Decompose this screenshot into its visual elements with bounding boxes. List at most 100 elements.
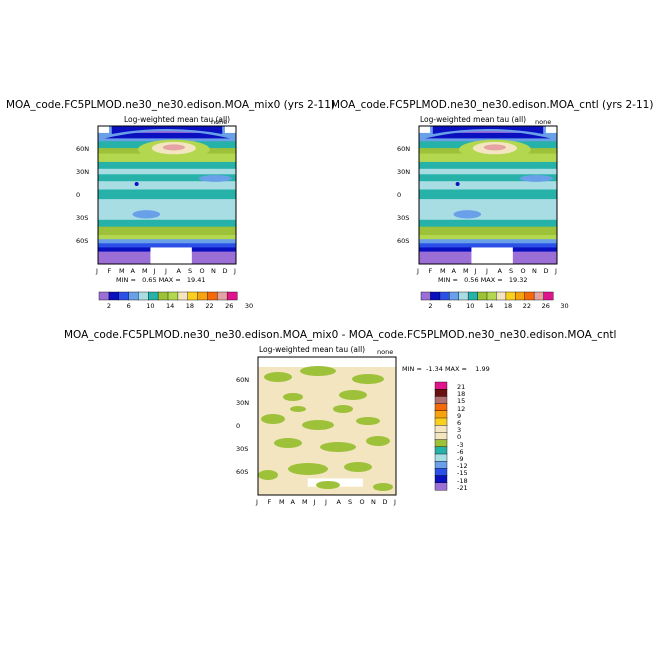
colorbar-swatch-9 [505, 291, 516, 301]
panel-mix0-plot [97, 125, 237, 265]
colorbar-swatch-13 [434, 475, 448, 484]
y-tick-label-60N: 60N [76, 145, 90, 153]
x-tick-label-10: N [371, 498, 376, 506]
colorbar-swatch-3 [449, 291, 460, 301]
contour-band-14 [419, 226, 557, 236]
nh-maximum-core [483, 144, 506, 151]
contour-band-8 [419, 174, 557, 182]
x-tick-label-6: J [325, 498, 327, 506]
y-tick-label-30N: 30N [76, 168, 90, 176]
colorbar-swatch-9 [434, 446, 448, 455]
positive-diff-region-14 [316, 481, 340, 489]
y-tick-label-30S: 30S [397, 214, 410, 222]
colorbar-swatch-8 [177, 291, 189, 301]
panel-diff-units: none [377, 348, 394, 356]
y-tick-label-60N: 60N [236, 376, 250, 384]
contour-band-12 [419, 208, 557, 221]
positive-diff-region-11 [288, 463, 328, 475]
x-tick-label-7: A [176, 267, 181, 275]
positive-diff-region-4 [339, 390, 367, 400]
colorbar-swatch-1 [434, 388, 448, 397]
colorbar-swatch-4 [434, 410, 448, 419]
x-tick-label-5: J [474, 267, 477, 275]
positive-diff-region-6 [302, 420, 334, 430]
positive-diff-region-7 [356, 417, 380, 425]
x-tick-label-3: A [290, 498, 295, 506]
colorbar-label-18: 18 [185, 302, 194, 310]
x-tick-label-8: S [509, 267, 514, 275]
panel-diff-title: MOA_code.FC5PLMOD.ne30_ne30.edison.MOA_m… [64, 329, 617, 341]
colorbar-label-11: -12 [457, 462, 468, 471]
nh-maximum-core [162, 144, 185, 151]
contour-band-10 [419, 189, 557, 200]
x-tick-label-11: D [543, 267, 549, 275]
plot-frame [257, 356, 397, 496]
contour-band-7 [98, 168, 236, 175]
y-tick-label-60S: 60S [397, 237, 410, 245]
point-minimum [134, 181, 139, 186]
colorbar-label-14: -21 [457, 483, 468, 492]
x-tick-label-9: O [359, 498, 365, 506]
colorbar-swatch-10 [434, 453, 448, 462]
contour-band-17 [98, 243, 236, 248]
colorbar-label-2: 15 [457, 397, 466, 406]
contour-band-1 [419, 132, 557, 139]
x-tick-label-2: M [119, 267, 125, 275]
colorbar-swatch-2 [439, 291, 450, 301]
x-tick-label-7: A [497, 267, 502, 275]
x-tick-label-12: J [234, 267, 236, 275]
colorbar-swatch-6 [434, 425, 448, 433]
colorbar-swatch-4 [458, 291, 469, 301]
colorbar-swatch-2 [434, 396, 448, 405]
colorbar-label-1: 18 [457, 390, 466, 399]
missing-corner-right [545, 126, 557, 133]
y-tick-label-0: 0 [76, 191, 81, 199]
colorbar-label-10: 10 [466, 302, 475, 310]
contour-band-12 [98, 208, 236, 221]
x-tick-label-1: F [428, 267, 433, 275]
colorbar-swatch-14 [434, 482, 448, 491]
x-tick-label-0: J [256, 498, 258, 506]
x-tick-label-0: J [96, 267, 98, 275]
panel-cntl-plot [418, 125, 558, 265]
contour-band-16 [419, 239, 557, 244]
colorbar-label-30: 30 [244, 302, 254, 310]
panel-cntl-min-value: 0.56 [464, 276, 479, 284]
x-tick-label-1: F [267, 498, 272, 506]
antarctic-region-east [515, 254, 557, 264]
positive-diff-region-15 [373, 483, 393, 491]
colorbar-swatch-6 [157, 291, 169, 301]
panel-diff-stats: MIN = -1.34 MAX = 1.99 [402, 365, 490, 373]
colorbar-swatch-8 [434, 439, 448, 448]
y-tick-label-60S: 60S [76, 237, 89, 245]
positive-diff-region-16 [290, 406, 306, 412]
x-tick-label-4: M [142, 267, 148, 275]
colorbar-label-4: 9 [457, 411, 462, 420]
colorbar-label-6: 6 [447, 302, 452, 310]
y-tick-label-30N: 30N [397, 168, 411, 176]
contour-band-11 [419, 199, 557, 210]
colorbar-swatch-11 [207, 291, 218, 301]
positive-diff-region-2 [352, 374, 384, 384]
antarctic-missing [471, 247, 513, 264]
panel-cntl-max-value: 19.32 [508, 276, 528, 284]
colorbar-swatch-2 [118, 291, 130, 301]
colorbar-label-14: 14 [166, 302, 175, 310]
antarctic-region-west [98, 254, 148, 264]
colorbar-swatch-1 [430, 291, 441, 301]
x-tick-label-5: J [313, 498, 316, 506]
panel-cntl-subtitle: Log-weighted mean tau (all) [420, 115, 527, 124]
x-tick-label-10: N [532, 267, 537, 275]
colorbar-label-6: 3 [457, 426, 462, 435]
missing-corner-left [419, 126, 431, 133]
panel-diff-min-value: -1.34 [426, 365, 443, 373]
panel-mix0-min-value: 0.65 [142, 276, 157, 284]
positive-diff-region-0 [264, 372, 292, 382]
panel-mix0-min-label: MIN = [116, 276, 136, 284]
arctic-core [111, 126, 223, 134]
colorbar-label-14: 14 [485, 302, 494, 310]
colorbar-swatch-13 [226, 291, 238, 301]
colorbar-label-6: 6 [126, 302, 131, 310]
y-tick-label-0: 0 [236, 422, 241, 430]
colorbar-swatch-0 [420, 291, 431, 301]
